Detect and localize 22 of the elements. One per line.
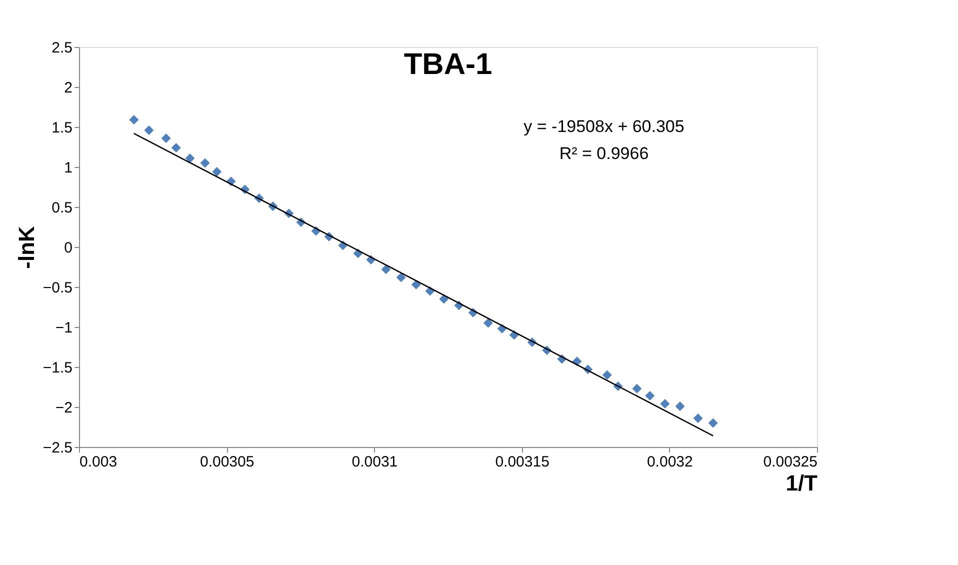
annotation: y = -19508x + 60.305 [524, 117, 684, 136]
y-tick-label: −2.5 [42, 440, 72, 456]
y-axis-title: -lnK [14, 226, 39, 269]
y-tick-label: −0.5 [42, 280, 72, 296]
x-tick-label: 0.00315 [495, 454, 550, 470]
x-tick-label: 0.0032 [646, 454, 693, 470]
y-tick-label: 0.5 [52, 200, 72, 216]
y-tick-label: −1 [55, 320, 72, 336]
y-tick-label: 0 [64, 240, 72, 256]
x-tick-label: 0.00325 [763, 454, 818, 470]
y-tick-label: 1.5 [52, 120, 72, 136]
y-tick-label: −2 [55, 400, 72, 416]
y-tick-label: 1 [64, 160, 72, 176]
x-tick-label: 0.00305 [200, 454, 254, 470]
x-tick-label: 0.0031 [352, 454, 398, 470]
x-tick-label: 0.003 [80, 454, 118, 470]
y-tick-label: 2.5 [52, 40, 72, 56]
x-axis-title: 1/T [786, 470, 818, 496]
y-tick-label: −1.5 [42, 360, 72, 376]
annotation: R² = 0.9966 [559, 144, 649, 163]
y-tick-label: 2 [64, 80, 72, 96]
chart-title: TBA-1 [404, 48, 492, 81]
